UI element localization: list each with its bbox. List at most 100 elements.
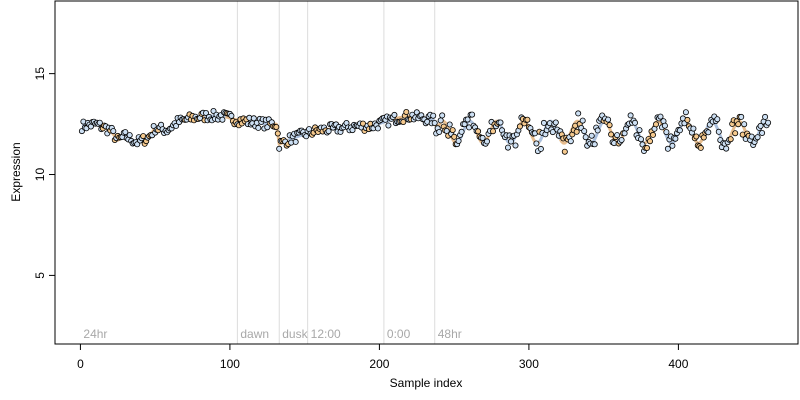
data-point — [228, 112, 235, 119]
data-point — [439, 112, 446, 119]
data-point — [765, 119, 772, 126]
data-point — [661, 122, 668, 129]
data-point — [504, 144, 511, 151]
data-point — [202, 110, 209, 117]
data-point — [690, 125, 697, 132]
y-axis: 5 10 15 — [33, 67, 56, 279]
data-point — [632, 119, 639, 126]
x-axis: 0 100 200 300 400 — [77, 343, 689, 371]
region-label-5: 48hr — [438, 327, 462, 341]
data-point — [561, 148, 568, 155]
data-point — [255, 124, 262, 131]
region-label-3: 12:00 — [311, 327, 341, 341]
data-point — [732, 130, 739, 137]
data-point — [516, 123, 523, 130]
data-point — [573, 128, 580, 135]
data-point — [759, 129, 766, 136]
region-labels: 24hr dawn dusk 12:00 0:00 48hr — [83, 327, 461, 341]
data-point — [682, 109, 689, 116]
data-point — [684, 116, 691, 123]
data-point — [264, 124, 271, 131]
x-axis-label: Sample index — [390, 376, 463, 390]
data-point — [663, 129, 670, 136]
data-point — [754, 134, 761, 141]
data-point — [644, 144, 651, 151]
x-tick-label: 300 — [519, 357, 539, 371]
data-point — [653, 121, 660, 128]
data-point — [391, 111, 398, 118]
data-point — [451, 133, 458, 140]
region-dividers — [236, 1, 436, 344]
data-points — [78, 108, 772, 155]
region-label-4: 0:00 — [387, 327, 411, 341]
x-tick-label: 0 — [77, 357, 84, 371]
data-point — [672, 135, 679, 142]
data-point — [126, 132, 133, 139]
data-point — [110, 128, 117, 135]
data-point — [325, 128, 332, 135]
data-point — [292, 138, 299, 145]
data-point — [715, 128, 722, 135]
y-tick-label: 10 — [33, 168, 47, 182]
data-point — [122, 129, 129, 136]
data-point — [575, 110, 582, 117]
data-point — [657, 113, 664, 120]
data-point — [507, 138, 514, 145]
data-point — [533, 140, 540, 147]
data-point — [385, 122, 392, 129]
y-axis-label: Expression — [9, 142, 23, 201]
data-point — [579, 117, 586, 124]
data-point — [669, 142, 676, 149]
region-label-0: 24hr — [83, 327, 107, 341]
data-point — [693, 133, 700, 140]
data-point — [741, 121, 748, 128]
data-point — [664, 145, 671, 152]
data-point — [250, 115, 257, 122]
data-point — [273, 124, 280, 131]
data-point — [705, 129, 712, 136]
data-point — [455, 137, 462, 144]
data-point — [581, 128, 588, 135]
y-tick-label: 15 — [33, 67, 47, 81]
x-tick-label: 100 — [220, 357, 240, 371]
data-point — [464, 116, 471, 123]
data-point — [430, 112, 437, 119]
data-point — [431, 120, 438, 127]
data-point — [400, 119, 407, 126]
region-label-1: dawn — [240, 327, 269, 341]
data-point — [537, 145, 544, 152]
data-point — [349, 127, 356, 134]
data-point — [650, 131, 657, 138]
x-tick-label: 200 — [369, 357, 389, 371]
data-point — [219, 116, 226, 123]
data-point — [608, 131, 615, 138]
data-point — [497, 119, 504, 126]
data-point — [512, 142, 519, 149]
data-point — [274, 130, 281, 137]
data-point — [618, 136, 625, 143]
data-point — [276, 145, 283, 152]
data-point — [540, 119, 547, 126]
data-point — [449, 127, 456, 134]
data-point — [697, 144, 704, 151]
data-point — [524, 116, 531, 123]
data-point — [647, 138, 654, 145]
data-point — [96, 119, 103, 126]
data-point — [714, 116, 721, 123]
data-point — [469, 111, 476, 118]
data-point — [567, 138, 574, 145]
data-point — [727, 136, 734, 143]
data-point — [627, 112, 634, 119]
data-point — [591, 141, 598, 148]
data-point — [762, 113, 769, 120]
data-point — [638, 136, 645, 143]
data-point — [403, 109, 410, 116]
data-point — [483, 138, 490, 145]
data-point — [588, 132, 595, 139]
data-point — [436, 128, 443, 135]
data-point — [475, 128, 482, 135]
data-point — [614, 132, 621, 139]
region-label-2: dusk — [282, 327, 308, 341]
